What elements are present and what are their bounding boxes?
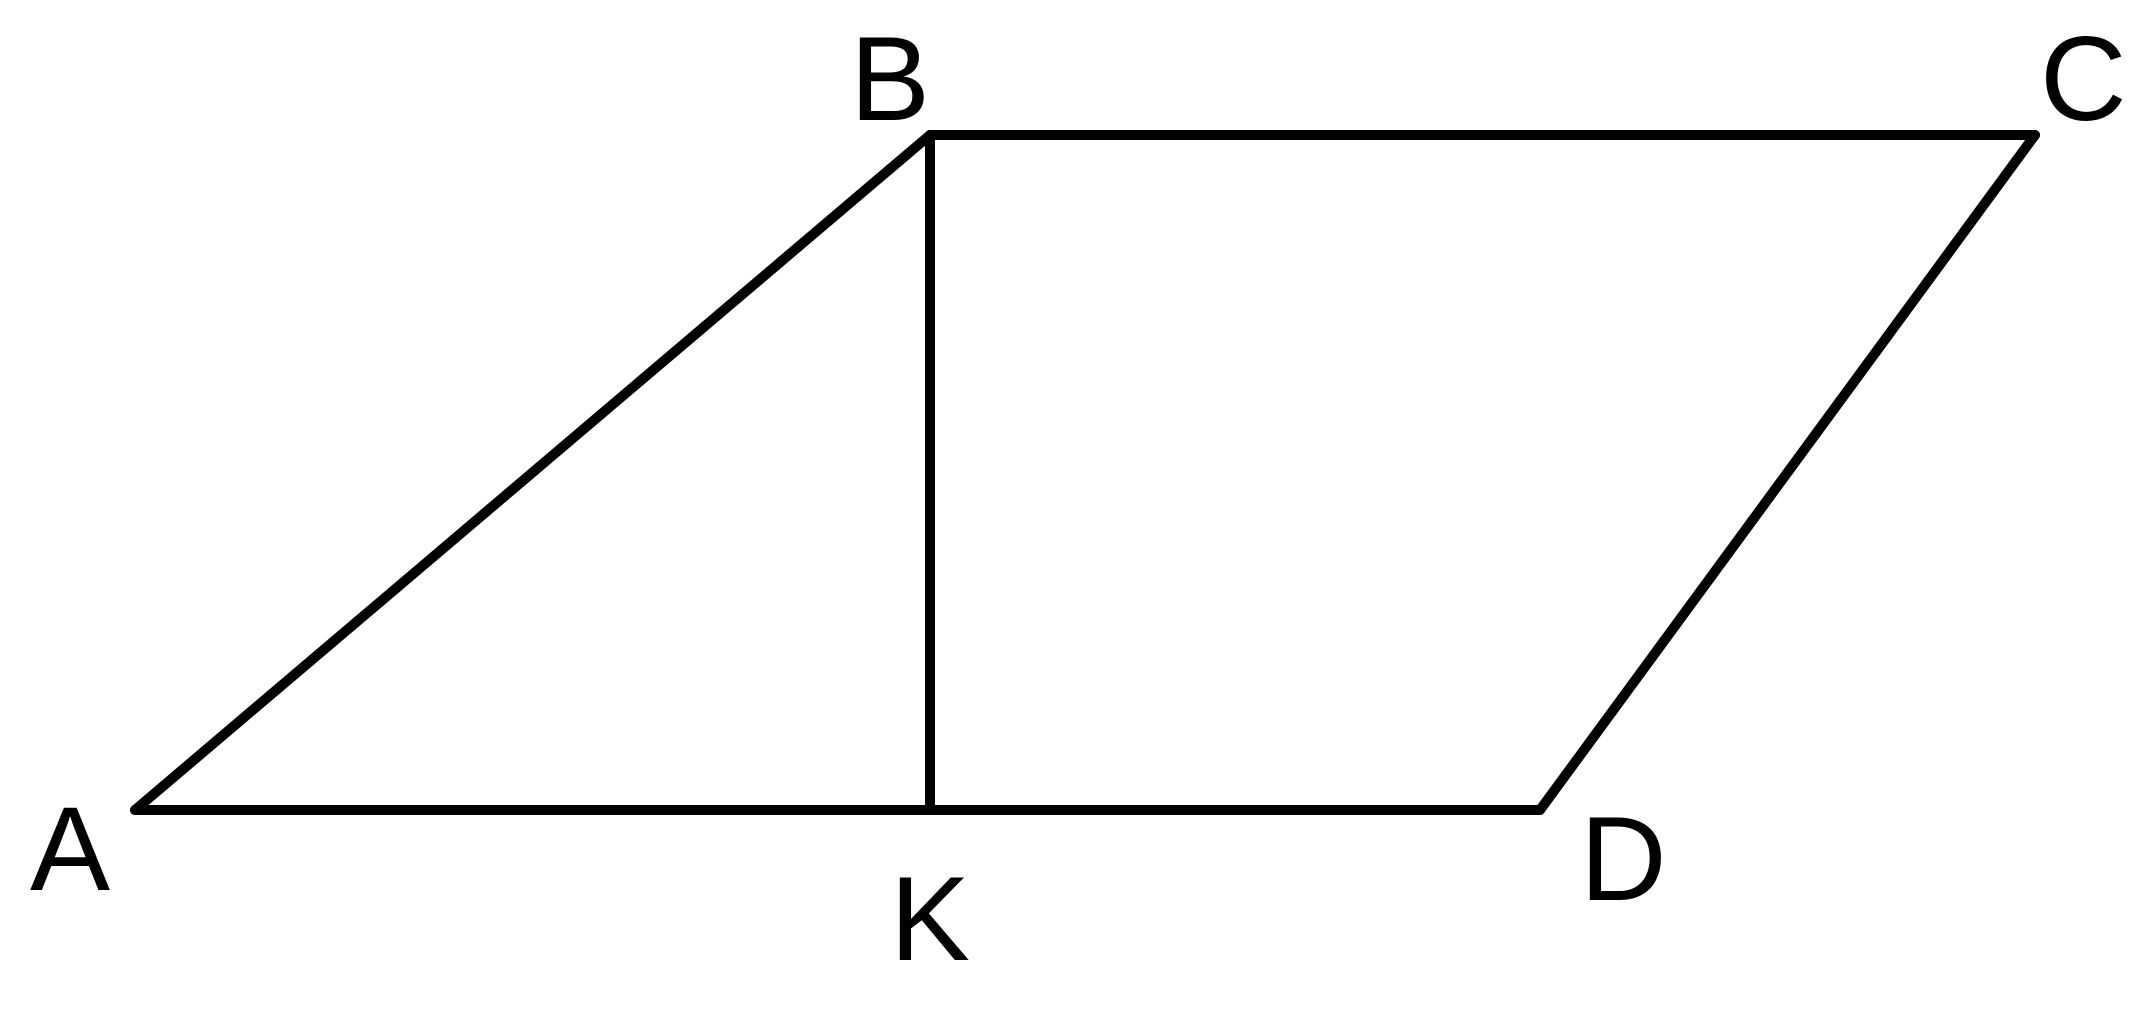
vertex-label-b: B	[850, 10, 930, 148]
parallelogram-diagram: A B C D K	[0, 0, 2142, 1028]
vertex-label-d: D	[1580, 790, 1667, 928]
geometry-svg	[0, 0, 2142, 1028]
vertex-label-c: C	[2040, 10, 2127, 148]
vertex-label-k: K	[890, 850, 970, 988]
vertex-label-a: A	[30, 780, 110, 918]
